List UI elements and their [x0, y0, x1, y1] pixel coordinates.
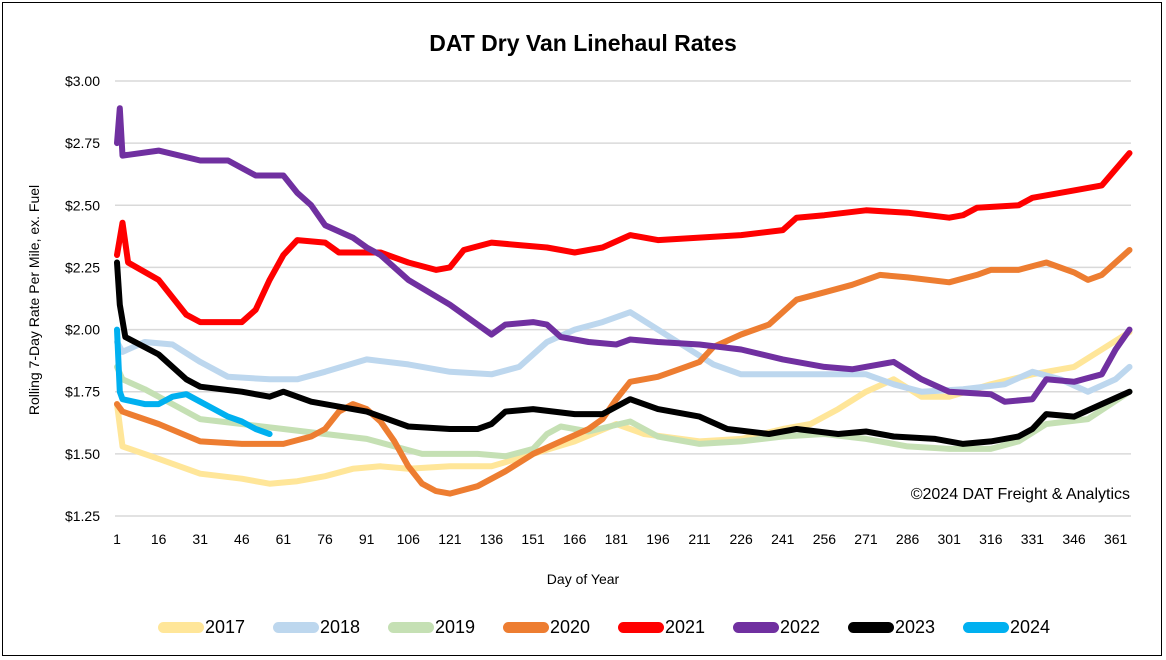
- x-tick-label: 181: [605, 531, 629, 547]
- x-tick-label: 121: [438, 531, 462, 547]
- y-tick-label: $1.25: [65, 508, 100, 524]
- y-tick-label: $2.75: [65, 135, 100, 151]
- legend-label: 2020: [550, 617, 591, 637]
- series-line-2018: [114, 309, 1133, 395]
- x-tick-label: 31: [192, 531, 208, 547]
- series-line-2023: [114, 259, 1133, 447]
- x-tick-label: 346: [1062, 531, 1086, 547]
- y-tick-label: $1.50: [65, 446, 100, 462]
- x-tick-label: 211: [688, 531, 711, 547]
- x-tick-label: 286: [896, 531, 920, 547]
- x-tick-label: 46: [234, 531, 250, 547]
- x-tick-label: 16: [151, 531, 167, 547]
- x-tick-label: 166: [563, 531, 587, 547]
- y-tick-label: $2.25: [65, 259, 100, 275]
- x-tick-label: 106: [397, 531, 421, 547]
- legend-swatch: [618, 622, 664, 633]
- legend-swatch: [503, 622, 549, 633]
- x-tick-label: 136: [480, 531, 504, 547]
- legend-label: 2017: [205, 617, 246, 637]
- legend-label: 2024: [1010, 617, 1051, 637]
- legend-label: 2019: [435, 617, 476, 637]
- legend-label: 2023: [895, 617, 936, 637]
- chart-title: DAT Dry Van Linehaul Rates: [429, 30, 737, 56]
- series-line-2017: [114, 329, 1133, 487]
- legend: 2017 2018 2019 2020 2021 2022 2023 2024: [158, 617, 1078, 638]
- series-line-2021: [114, 150, 1133, 326]
- y-tick-label: $2.00: [65, 322, 100, 338]
- x-tick-label: 76: [317, 531, 333, 547]
- y-tick-label: $2.50: [65, 197, 100, 213]
- x-tick-label: 301: [938, 531, 962, 547]
- x-tick-label: 61: [276, 531, 292, 547]
- x-axis-label: Day of Year: [546, 571, 620, 587]
- legend-item-2021: 2021: [618, 617, 733, 638]
- x-tick-label: 331: [1021, 531, 1045, 547]
- x-tick-label: 271: [854, 531, 878, 547]
- legend-swatch: [733, 622, 779, 633]
- legend-item-2019: 2019: [388, 617, 503, 638]
- legend-swatch: [848, 622, 894, 633]
- x-tick-label: 241: [771, 531, 795, 547]
- legend-label: 2022: [780, 617, 821, 637]
- x-tick-label: 316: [979, 531, 1003, 547]
- x-tick-label: 361: [1104, 531, 1128, 547]
- legend-item-2017: 2017: [158, 617, 273, 638]
- legend-swatch: [963, 622, 1009, 633]
- x-tick-label: 256: [813, 531, 837, 547]
- series-line-2022: [114, 105, 1133, 405]
- series-line-2020: [114, 247, 1133, 497]
- legend-swatch: [158, 622, 204, 633]
- legend-item-2020: 2020: [503, 617, 618, 638]
- legend-item-2024: 2024: [963, 617, 1078, 638]
- x-tick-label: 91: [359, 531, 375, 547]
- legend-swatch: [273, 622, 319, 633]
- series-line-2024: [114, 326, 273, 437]
- x-tick-label: 151: [521, 531, 545, 547]
- copyright-annotation: ©2024 DAT Freight & Analytics: [910, 486, 1130, 503]
- legend-item-2018: 2018: [273, 617, 388, 638]
- legend-item-2023: 2023: [848, 617, 963, 638]
- x-tick-label: 226: [729, 531, 753, 547]
- legend-swatch: [388, 622, 434, 633]
- y-tick-label: $1.75: [65, 384, 100, 400]
- legend-label: 2021: [665, 617, 706, 637]
- x-tick-label: 1: [113, 531, 121, 547]
- legend-label: 2018: [320, 617, 361, 637]
- x-tick-label: 196: [646, 531, 670, 547]
- legend-item-2022: 2022: [733, 617, 848, 638]
- y-tick-label: $3.00: [65, 73, 100, 89]
